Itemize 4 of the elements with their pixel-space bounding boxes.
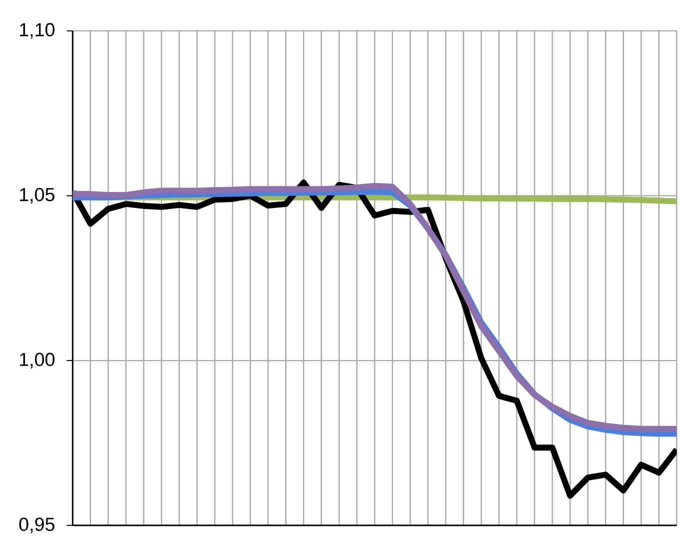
y-tick-label: 1,10	[20, 22, 54, 38]
y-tick-label: 1,00	[20, 352, 54, 368]
y-tick-label: 0,95	[19, 518, 54, 534]
y-tick-label: 1,05	[20, 188, 54, 204]
